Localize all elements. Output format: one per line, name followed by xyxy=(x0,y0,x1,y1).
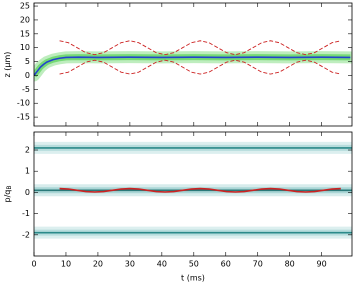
y-tick-label: -2 xyxy=(22,230,30,239)
y-tick-label: 20 xyxy=(20,15,30,24)
plot-area xyxy=(34,40,352,82)
series-line xyxy=(59,187,341,193)
x-tick-label: 60 xyxy=(221,260,231,269)
y-axis-label-text: p/q xyxy=(3,190,12,203)
x-tick-label: 20 xyxy=(93,260,103,269)
y-tick-label: 5 xyxy=(25,57,30,66)
x-axis-label: t (ms) xyxy=(181,274,205,283)
series-line xyxy=(59,59,341,75)
y-tick-label: 2 xyxy=(25,146,30,155)
y-tick-label: -10 xyxy=(17,99,30,108)
y-tick-label: 10 xyxy=(20,43,30,52)
x-tick-label: 90 xyxy=(317,260,327,269)
y-axis-label: p/qB xyxy=(3,186,13,203)
y-tick-label: -15 xyxy=(17,113,30,122)
x-tick-label: 80 xyxy=(285,260,295,269)
plot-frame xyxy=(33,2,353,127)
y-tick-label: 0 xyxy=(25,188,30,197)
x-tick-label: 50 xyxy=(189,260,199,269)
series-line xyxy=(59,40,341,56)
x-tick-label: 70 xyxy=(253,260,263,269)
y-tick-label: 25 xyxy=(20,2,30,11)
y-tick-label: 15 xyxy=(20,29,30,38)
x-tick-label: 10 xyxy=(61,260,71,269)
series-line xyxy=(34,56,351,76)
plot-frame xyxy=(33,131,353,257)
y-tick-label: 1 xyxy=(25,167,30,176)
y-tick-label: -5 xyxy=(22,85,30,94)
x-tick-label: 0 xyxy=(31,260,36,269)
plot-area xyxy=(34,141,352,239)
panel: -15 -10 -5 0 5 10 15 20 25 z (μm) xyxy=(3,2,353,127)
y-tick-label: -1 xyxy=(22,209,30,218)
y-axis-label: z (μm) xyxy=(3,52,12,78)
x-tick-label: 30 xyxy=(125,260,135,269)
y-axis-label-sub: B xyxy=(6,186,13,190)
y-tick-label: 0 xyxy=(25,71,30,80)
x-tick-label: 40 xyxy=(157,260,167,269)
y-axis-label-text: z (μm) xyxy=(3,52,12,78)
